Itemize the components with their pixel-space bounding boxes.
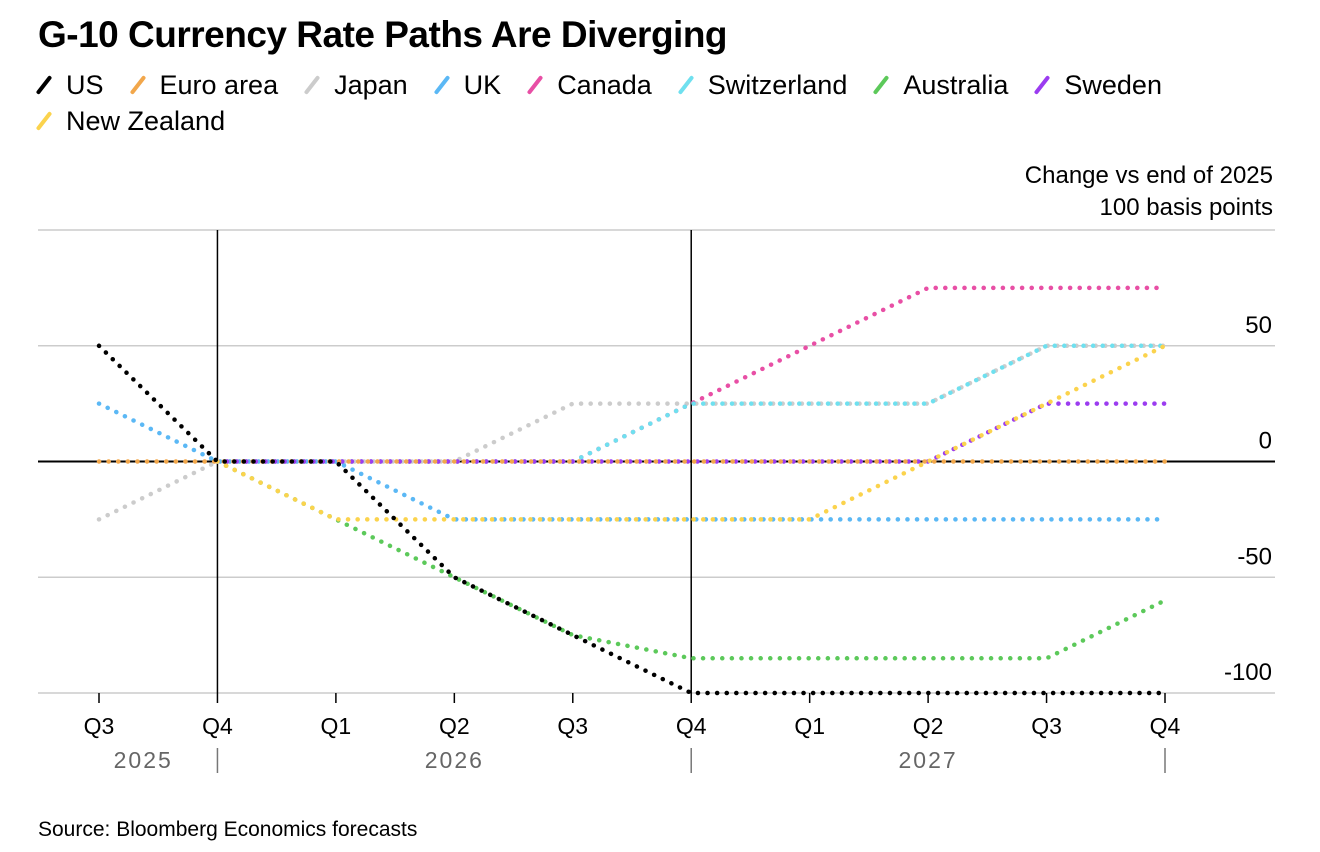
legend-item: UK	[436, 70, 502, 100]
legend-item: Canada	[529, 70, 652, 100]
legend-label: Switzerland	[707, 69, 848, 100]
legend-label: Sweden	[1064, 69, 1162, 100]
legend-label: UK	[463, 69, 502, 100]
x-tick-label: Q4	[202, 713, 233, 739]
legend-item: Switzerland	[680, 70, 848, 100]
x-tick-label: Q3	[1031, 713, 1062, 739]
legend: US Euro area Japan UK Canada Switzerland Austr…	[38, 70, 1238, 136]
x-tick-label: Q1	[321, 713, 352, 739]
y-tick-label: -50	[1237, 543, 1272, 570]
legend-item: Australia	[875, 70, 1008, 100]
legend-item: Euro area	[132, 70, 279, 100]
legend-item: US	[38, 70, 104, 100]
chart-title: G-10 Currency Rate Paths Are Diverging	[38, 14, 728, 55]
y-tick-label: 50	[1245, 312, 1272, 339]
legend-label: Euro area	[159, 69, 279, 100]
y-tick-label: -100	[1224, 659, 1272, 686]
x-tick-label: Q1	[794, 713, 825, 739]
legend-label: US	[66, 69, 104, 100]
unit-label-line1: Change vs end of 2025	[1024, 162, 1273, 189]
x-tick-label: Q4	[676, 713, 707, 739]
series-line-new-zealand	[215, 343, 1168, 522]
series-line-australia	[215, 459, 1168, 661]
x-tick-label: Q4	[1150, 713, 1181, 739]
legend-label: Australia	[903, 69, 1009, 100]
y-tick-label: 0	[1259, 428, 1272, 455]
unit-label: Change vs end of 2025 100 basis points	[1025, 160, 1273, 224]
x-tick-label: Q3	[84, 713, 115, 739]
x-tick-label: Q2	[439, 713, 470, 739]
source-note: Source: Bloomberg Economics forecasts	[38, 818, 418, 841]
legend-item: Japan	[306, 70, 408, 100]
legend-label: New Zealand	[66, 105, 226, 136]
legend-label: Japan	[334, 69, 408, 100]
legend-item: Sweden	[1036, 70, 1162, 100]
legend-item: New Zealand	[38, 106, 225, 136]
year-label: 2025	[114, 747, 173, 773]
x-tick-label: Q2	[913, 713, 944, 739]
x-tick-label: Q3	[557, 713, 588, 739]
year-label: 2026	[425, 747, 484, 773]
unit-label-line2: 100 basis points	[1099, 194, 1273, 221]
year-label: 2027	[899, 747, 958, 773]
series-line-us	[96, 343, 1168, 696]
legend-label: Canada	[557, 69, 652, 100]
